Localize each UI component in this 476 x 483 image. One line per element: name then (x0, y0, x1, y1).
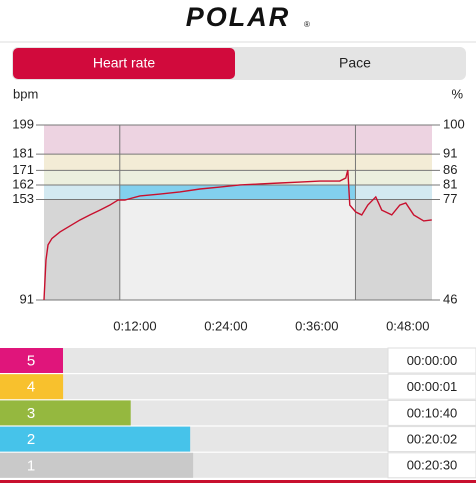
zone-bar (0, 426, 191, 452)
x-tick-label: 0:24:00 (204, 318, 247, 333)
y2-tick-label: 91 (443, 145, 457, 160)
zone-bar (0, 400, 131, 426)
zone-time: 00:20:02 (407, 432, 458, 447)
tabs: Heart rate Pace (13, 48, 371, 79)
y2-tick-label: 86 (443, 162, 457, 177)
y2-tick-label: 81 (443, 176, 457, 191)
zone-bar (0, 452, 194, 478)
y-tick-label: 181 (12, 146, 34, 161)
x-tick-label: 0:12:00 (113, 318, 156, 333)
y-tick-label: 153 (12, 191, 34, 206)
zone-time: 00:20:30 (407, 458, 458, 473)
hr-line (43, 169, 432, 301)
bottom-accent (0, 480, 476, 483)
zone-track (0, 348, 388, 373)
zone-time-cell (387, 426, 476, 453)
highlight-band (119, 184, 356, 200)
zone-time: 00:00:01 (407, 379, 458, 394)
zone-label: 5 (27, 352, 35, 369)
y2-axis-label: % (451, 86, 463, 101)
tab-active (13, 48, 235, 79)
zone-bar (0, 374, 64, 400)
zone-time-cell (387, 452, 476, 479)
zone-band (44, 170, 432, 185)
zone-time: 00:10:40 (407, 405, 458, 420)
zone-band (44, 125, 432, 155)
y2-tick-label: 46 (443, 291, 457, 306)
tab-label[interactable]: Heart rate (93, 55, 155, 71)
zone-table: 5 00:00:00 4 00:00:01 3 00:10:40 2 00:20:02 1 00:… (0, 347, 476, 479)
zone-band (44, 154, 432, 171)
zone-label: 2 (27, 431, 35, 448)
highlight-below (119, 199, 356, 300)
y-tick-label: 91 (20, 291, 34, 306)
zone-track (0, 374, 388, 400)
logo-mark: ® (304, 20, 310, 29)
zone-time-cell (387, 347, 476, 374)
y-tick-label: 162 (12, 176, 34, 191)
tab-label[interactable]: Pace (339, 55, 371, 71)
y2-tick-label: 77 (443, 191, 457, 206)
zone-label: 1 (27, 457, 35, 474)
y-tick-label: 199 (12, 116, 34, 131)
x-tick-label: 0:48:00 (386, 318, 429, 333)
zone-label: 3 (27, 405, 35, 422)
x-tick-label: 0:36:00 (295, 318, 338, 333)
y2-tick-label: 100 (443, 116, 465, 131)
zone-time: 00:00:00 (407, 353, 458, 368)
zone-time-cell (387, 399, 476, 426)
zone-label: 4 (27, 379, 35, 396)
logo: POLAR (186, 2, 291, 32)
y-axis-label: bpm (13, 86, 38, 101)
y-tick-label: 171 (12, 162, 34, 177)
zone-time-cell (387, 373, 476, 400)
zone-bar (0, 348, 63, 373)
